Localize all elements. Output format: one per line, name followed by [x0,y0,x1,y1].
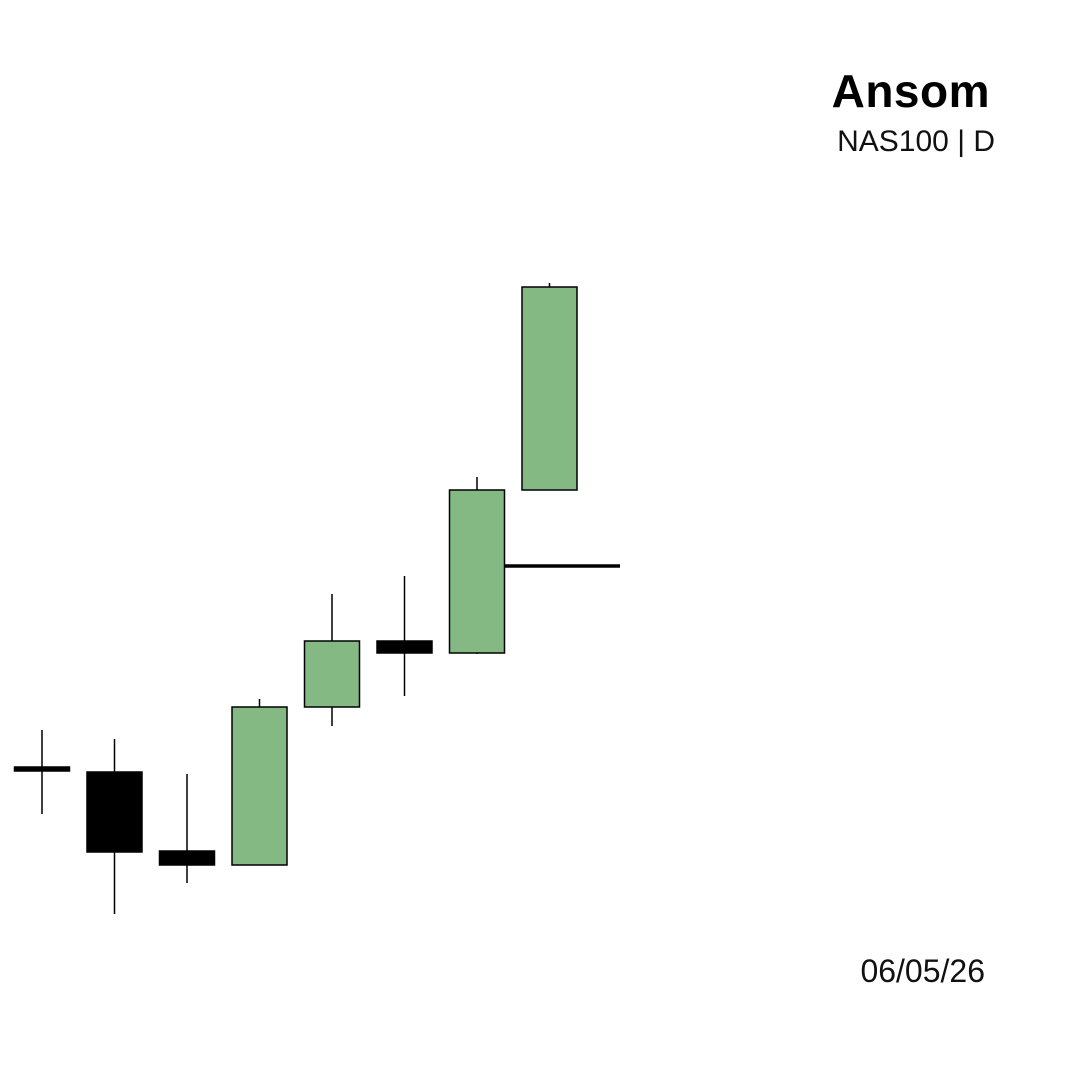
candle-body-bullish [521,286,578,491]
candle [376,576,433,696]
candle-body-bullish [231,706,288,866]
candle [303,594,361,726]
date-label: 06/05/26 [860,953,985,989]
candle-body-bullish [448,489,506,654]
symbol-timeframe-label: NAS100 | D [837,125,995,158]
candle [521,283,578,491]
candle [86,739,143,914]
candle-body-bearish [13,766,71,772]
candle-body-bullish [303,640,361,708]
candle-body-bearish [376,640,433,654]
candle [448,477,506,654]
candle [158,774,216,883]
brand-title: Ansom [831,65,990,117]
candle-body-bearish [158,850,216,866]
candle-body-bearish [86,771,143,853]
candle [13,730,71,814]
candle [231,699,288,866]
